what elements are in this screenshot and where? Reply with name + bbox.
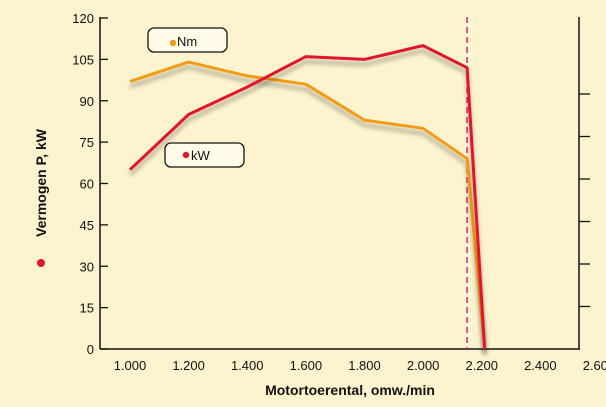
x-tick-label: 2.600 (583, 358, 606, 373)
legend-nm-dot (169, 39, 177, 47)
legend-kw-dot (182, 151, 190, 159)
y-tick-label: 30 (80, 259, 94, 274)
y-axis-title: Vermogen P, kW (33, 128, 49, 237)
legend-nm-box (147, 27, 228, 53)
x-tick-label: 2.400 (524, 358, 557, 373)
y-tick-label: 90 (80, 94, 94, 109)
x-axis-ticks: 1.000 1.200 1.400 1.600 1.800 2.000 2.200 2.400… (114, 358, 606, 373)
y-tick-label: 120 (72, 11, 94, 26)
y-tick-label: 60 (80, 177, 94, 192)
y-tick-label: 45 (80, 218, 94, 233)
y-axis-title-dot (37, 259, 45, 267)
right-axis-ticks (579, 93, 590, 308)
x-tick-label: 2.200 (465, 358, 498, 373)
legend-nm: Nm (147, 27, 228, 53)
y-tick-label: 0 (87, 342, 94, 357)
x-tick-label: 1.600 (290, 358, 323, 373)
y-tick-label: 105 (72, 52, 94, 67)
legend-kw: kW (164, 142, 245, 168)
x-tick-label: 1.400 (231, 358, 264, 373)
x-axis-title: Motortoerental, omw./min (265, 382, 435, 398)
y-tick-label: 75 (80, 135, 94, 150)
y-tick-label: 15 (80, 301, 94, 316)
x-tick-label: 1.000 (114, 358, 147, 373)
x-tick-label: 1.200 (172, 358, 205, 373)
series-nm-line (129, 60, 487, 350)
legend-kw-box (164, 142, 245, 168)
x-tick-label: 1.800 (348, 358, 381, 373)
y-axis-title-group: Vermogen P, kW (33, 128, 49, 237)
x-tick-label: 2.000 (407, 358, 440, 373)
series-kw-line (128, 44, 487, 350)
y-axis-ticks: 0 15 30 45 60 75 90 105 120 (72, 11, 108, 357)
legend-nm-label: Nm (177, 34, 197, 49)
legend-kw-label: kW (191, 148, 211, 163)
